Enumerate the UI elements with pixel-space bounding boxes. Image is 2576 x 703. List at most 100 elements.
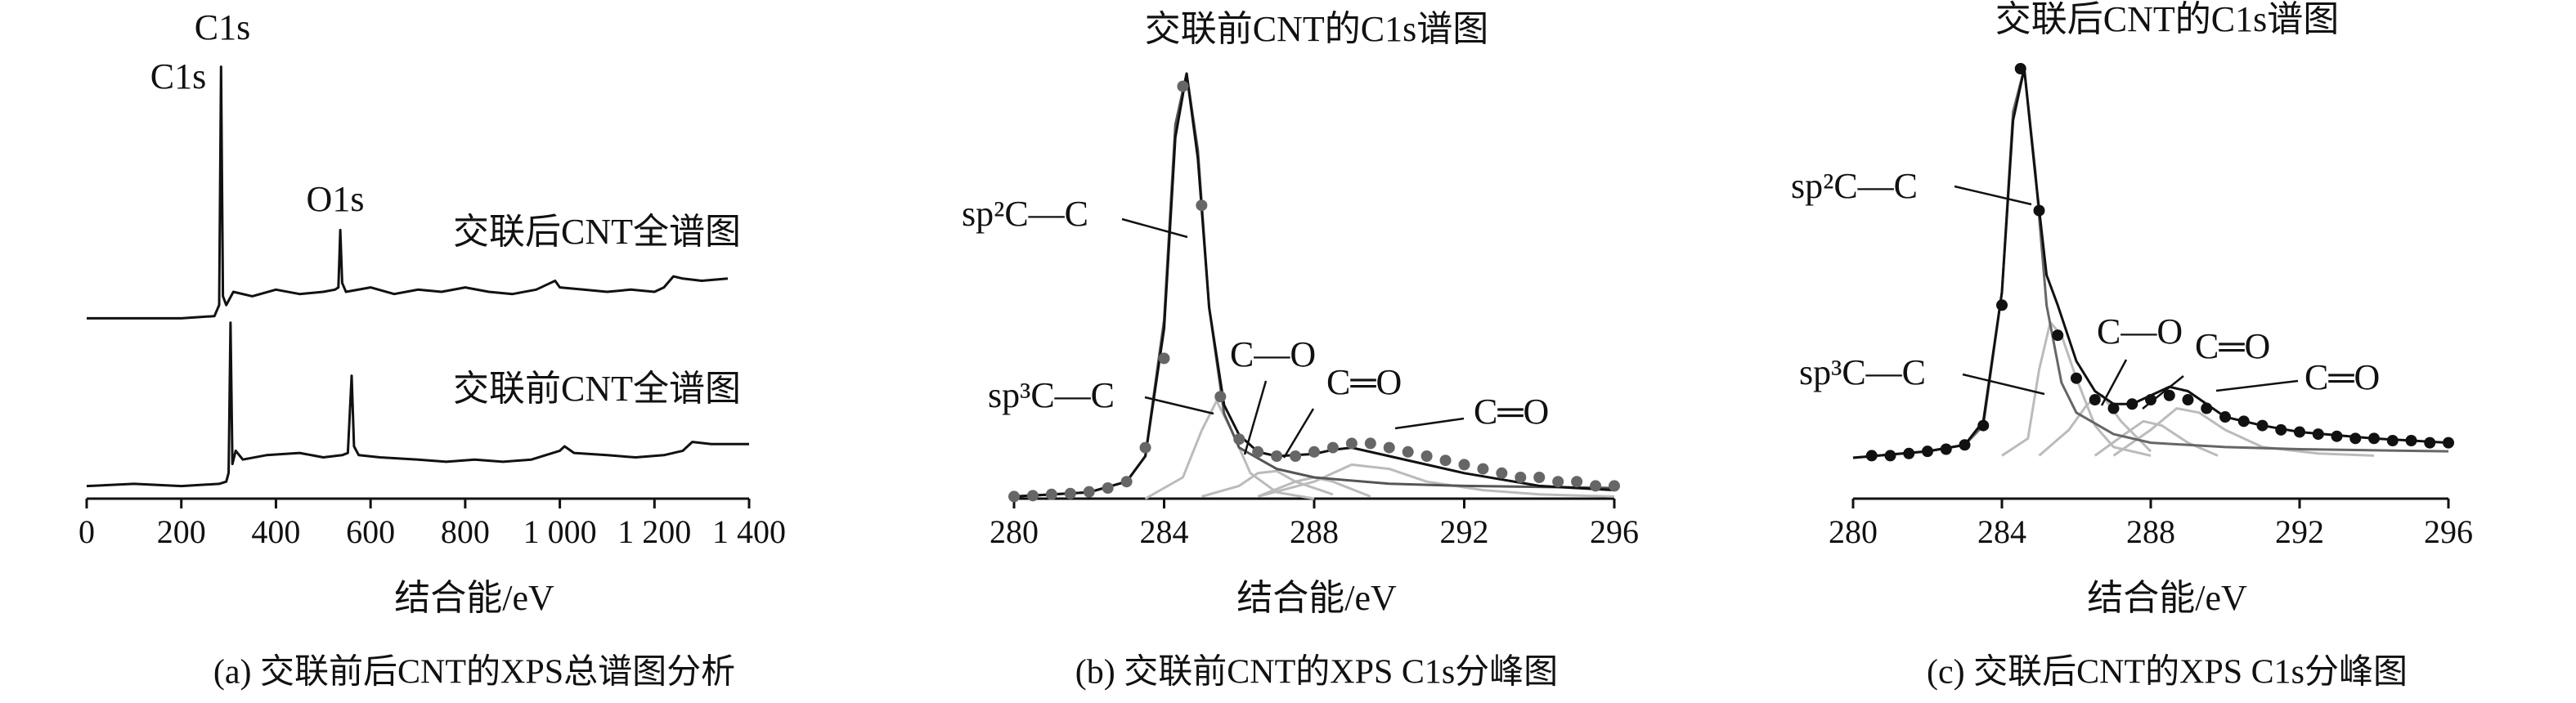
x-tick-label: 280 (990, 513, 1039, 550)
data-point (1940, 443, 1952, 455)
data-point (1552, 476, 1564, 488)
data-point (1383, 441, 1395, 454)
x-tick-label: 1 000 (523, 513, 597, 550)
leader-line (1243, 380, 1268, 455)
data-point (1026, 490, 1039, 502)
leader-line (1282, 408, 1315, 459)
data-point (1922, 446, 1933, 458)
data-point (2256, 419, 2269, 432)
data-point (1045, 488, 1057, 500)
x-tick-label: 1 400 (712, 513, 786, 550)
x-axis-label: 结合能/eV (1236, 578, 1397, 618)
data-point (1196, 199, 1208, 212)
data-point (2163, 389, 2175, 401)
data-point (1177, 80, 1189, 92)
data-point (2182, 394, 2194, 406)
annotation: C═O (1326, 362, 1402, 402)
annotation: C═O (1474, 392, 1549, 432)
annotation: 交联前CNT全谱图 (453, 369, 741, 409)
annotation: sp²C—C (1791, 166, 1918, 206)
data-point (1271, 450, 1283, 462)
annotation: O1s (307, 179, 365, 219)
data-point (1609, 480, 1620, 492)
data-point (1571, 476, 1583, 488)
data-point (2424, 437, 2436, 449)
data-point (2237, 415, 2250, 428)
data-point (1496, 467, 1508, 479)
caption: (b) 交联前CNT的XPS C1s分峰图 (1075, 653, 1558, 692)
annotation: C—O (2097, 311, 2183, 352)
data-point (1590, 480, 1602, 492)
annotation: C1s (195, 7, 250, 47)
data-point (1008, 490, 1020, 503)
x-tick-label: 292 (2275, 513, 2324, 550)
data-point (2089, 394, 2101, 406)
data-point (1458, 459, 1470, 471)
data-point (2349, 432, 2362, 445)
leader-line (1962, 373, 2045, 396)
leader-line (2142, 375, 2184, 410)
data-point (2386, 434, 2399, 446)
data-point (1402, 446, 1414, 458)
annotation: C═O (2304, 357, 2380, 397)
x-tick-label: 284 (1977, 513, 2026, 550)
annotation: sp³C—C (1799, 352, 1926, 392)
leader-line (2100, 359, 2128, 406)
data-point (1420, 450, 1433, 462)
x-tick-label: 400 (251, 513, 300, 550)
data-point (1477, 463, 1489, 475)
data-point (2107, 402, 2120, 414)
data-point (1139, 441, 1151, 454)
data-point (1439, 454, 1452, 467)
data-point (2033, 204, 2045, 217)
caption: (a) 交联前后CNT的XPS总谱图分析 (213, 653, 735, 692)
x-tick-label: 800 (441, 513, 490, 550)
x-axis-label: 结合能/eV (2087, 578, 2247, 618)
spectrum-line (1013, 72, 1615, 498)
spectrum-line (1013, 72, 1615, 498)
data-point (1515, 472, 1527, 483)
caption: (c) 交联后CNT的XPS C1s分峰图 (1927, 653, 2408, 692)
data-point (2145, 394, 2156, 406)
data-point (1884, 450, 1896, 462)
x-tick-label: 280 (1829, 513, 1878, 550)
data-point (1233, 433, 1245, 446)
data-point (1214, 391, 1227, 403)
data-point (1326, 441, 1339, 454)
data-point (2294, 426, 2305, 438)
x-tick-label: 200 (157, 513, 206, 550)
spectrum-line (2112, 407, 2375, 457)
annotation: C—O (1230, 334, 1316, 374)
spectrum-line (1852, 67, 2449, 459)
x-tick-label: 284 (1140, 513, 1189, 550)
data-point (1120, 476, 1133, 488)
data-point (1959, 439, 1971, 451)
data-point (1158, 352, 1170, 365)
data-point (2405, 434, 2417, 446)
data-point (2014, 63, 2026, 74)
x-tick-label: 288 (2126, 513, 2175, 550)
spectrum-line (1852, 67, 2449, 459)
leader-line (2215, 379, 2299, 392)
annotation: sp²C—C (962, 194, 1088, 234)
data-point (2201, 402, 2213, 414)
x-tick-label: 292 (1440, 513, 1489, 550)
data-point (2331, 430, 2343, 442)
x-tick-label: 288 (1290, 513, 1339, 550)
data-point (1345, 437, 1358, 450)
data-point (1977, 419, 1990, 432)
chart-title: 交联前CNT的C1s谱图 (1145, 9, 1488, 49)
leader-line (1121, 217, 1188, 239)
data-point (1252, 446, 1264, 458)
annotation: C1s (150, 56, 206, 96)
annotation: C═O (2195, 326, 2270, 366)
data-point (1064, 487, 1076, 499)
data-point (1903, 447, 1915, 459)
leader-line (1144, 396, 1214, 415)
data-point (2275, 423, 2287, 436)
leader-line (1394, 417, 1465, 430)
x-tick-label: 600 (346, 513, 395, 550)
annotation: 交联后CNT全谱图 (453, 212, 741, 252)
x-tick-label: 296 (2424, 513, 2473, 550)
